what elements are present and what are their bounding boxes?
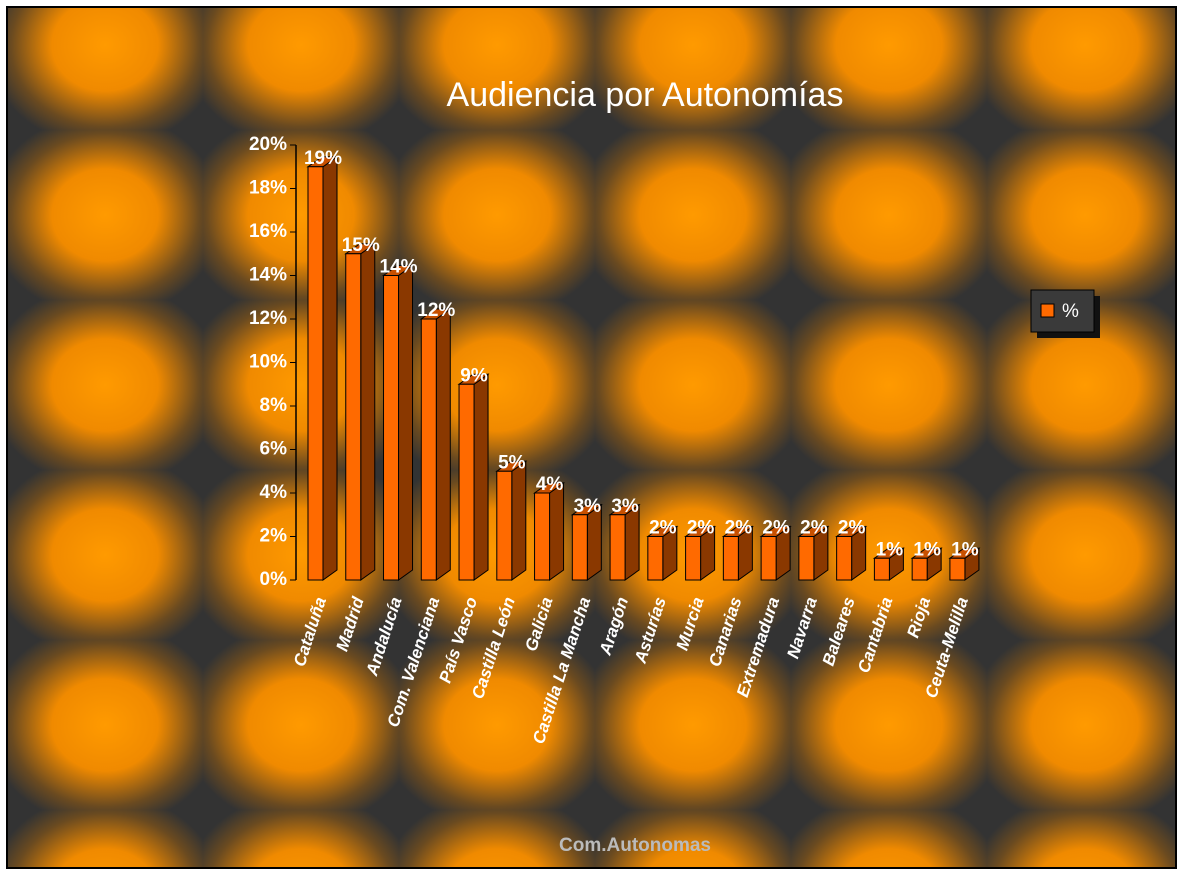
background: [6, 6, 1177, 869]
bar: [457, 373, 490, 581]
bar-front: [647, 536, 664, 581]
bar-front: [571, 514, 588, 581]
y-tick-label: 10%: [249, 352, 287, 373]
bar: [608, 503, 641, 581]
value-label: 3%: [611, 496, 639, 517]
bar: [872, 547, 905, 581]
y-tick-label: 6%: [260, 439, 288, 460]
bar: [835, 525, 868, 581]
bar-side: [398, 264, 414, 581]
value-label: 4%: [536, 474, 564, 495]
bar-front: [609, 514, 626, 581]
bar-front: [307, 166, 324, 581]
bar: [381, 264, 415, 581]
bar: [419, 308, 452, 581]
bar: [344, 242, 377, 581]
y-tick-label: 2%: [260, 526, 288, 547]
bar-front: [496, 470, 513, 581]
y-tick-label: 20%: [249, 134, 287, 155]
bar-side: [360, 242, 376, 581]
bar: [570, 503, 603, 581]
bar-front: [836, 536, 853, 581]
bar-front: [760, 536, 777, 581]
bar-side: [473, 373, 489, 581]
y-tick-label: 18%: [249, 178, 287, 199]
value-label: 2%: [838, 518, 866, 539]
bar-front: [949, 557, 966, 581]
bar-front: [420, 318, 437, 581]
bar-side: [322, 155, 338, 581]
value-label: 2%: [687, 518, 715, 539]
x-axis-label: Com.Autonomas: [559, 835, 711, 856]
value-label: 1%: [913, 539, 941, 560]
bar: [306, 155, 339, 581]
bar: [948, 547, 981, 581]
bar-front: [383, 275, 400, 581]
value-label: 9%: [460, 365, 488, 386]
bar-front: [458, 383, 475, 581]
legend-swatch: [1040, 303, 1055, 318]
value-label: 19%: [304, 148, 342, 169]
value-label: 2%: [800, 518, 828, 539]
bar-front: [873, 557, 890, 581]
y-tick-label: 0%: [260, 569, 288, 590]
bar-front: [911, 557, 928, 581]
bar-side: [549, 482, 565, 581]
bar: [532, 482, 566, 581]
chart-title: Audiencia por Autonomías: [447, 76, 844, 114]
value-label: 15%: [342, 235, 380, 256]
bar: [721, 525, 754, 581]
value-label: 2%: [762, 518, 790, 539]
y-tick-label: 12%: [249, 308, 287, 329]
bar: [759, 525, 792, 581]
bar-front: [685, 536, 702, 581]
y-tick-label: 14%: [249, 265, 287, 286]
bar-side: [435, 308, 451, 581]
bar-front: [722, 536, 739, 581]
value-label: 3%: [574, 496, 602, 517]
value-label: 12%: [417, 300, 455, 321]
y-tick-label: 8%: [260, 395, 288, 416]
legend-label: %: [1062, 301, 1079, 322]
y-tick-label: 16%: [249, 221, 287, 242]
bar: [495, 460, 528, 581]
bar-front: [345, 253, 362, 581]
value-label: 5%: [498, 452, 526, 473]
bar: [797, 525, 830, 581]
bar: [646, 525, 679, 581]
value-label: 2%: [649, 518, 677, 539]
bar-side: [511, 460, 527, 581]
value-label: 1%: [951, 539, 979, 560]
bar: [910, 547, 943, 581]
value-label: 1%: [876, 539, 904, 560]
bar: [684, 525, 717, 581]
value-label: 2%: [725, 518, 753, 539]
bar-front: [534, 492, 551, 581]
value-label: 14%: [380, 257, 418, 278]
y-tick-label: 4%: [260, 482, 288, 503]
bar-front: [798, 536, 815, 581]
